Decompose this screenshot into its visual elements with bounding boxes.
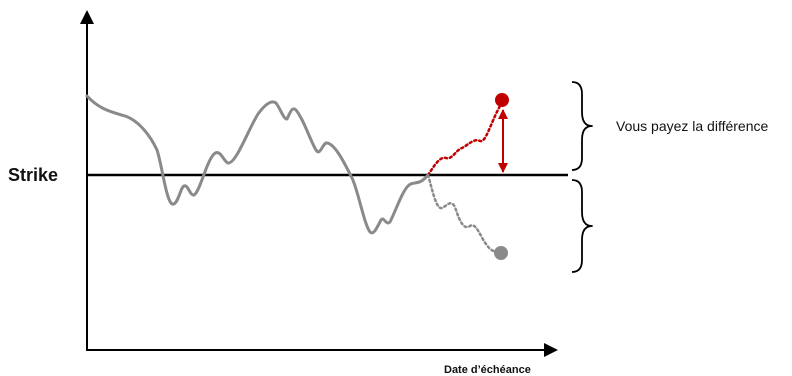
x-axis-arrowhead (544, 343, 558, 357)
up-scenario-path (426, 104, 502, 177)
down-scenario-endpoint (494, 246, 508, 260)
down-scenario-path (426, 173, 500, 254)
upper-brace (571, 81, 593, 171)
difference-label: Vous payez la différence (616, 118, 769, 134)
x-axis-label: Date d’échéance (444, 364, 531, 376)
y-axis-arrowhead (80, 10, 94, 24)
strike-label: Strike (8, 165, 58, 185)
price-path (85, 94, 430, 235)
up-scenario-endpoint (495, 93, 509, 107)
lower-brace (571, 179, 593, 273)
